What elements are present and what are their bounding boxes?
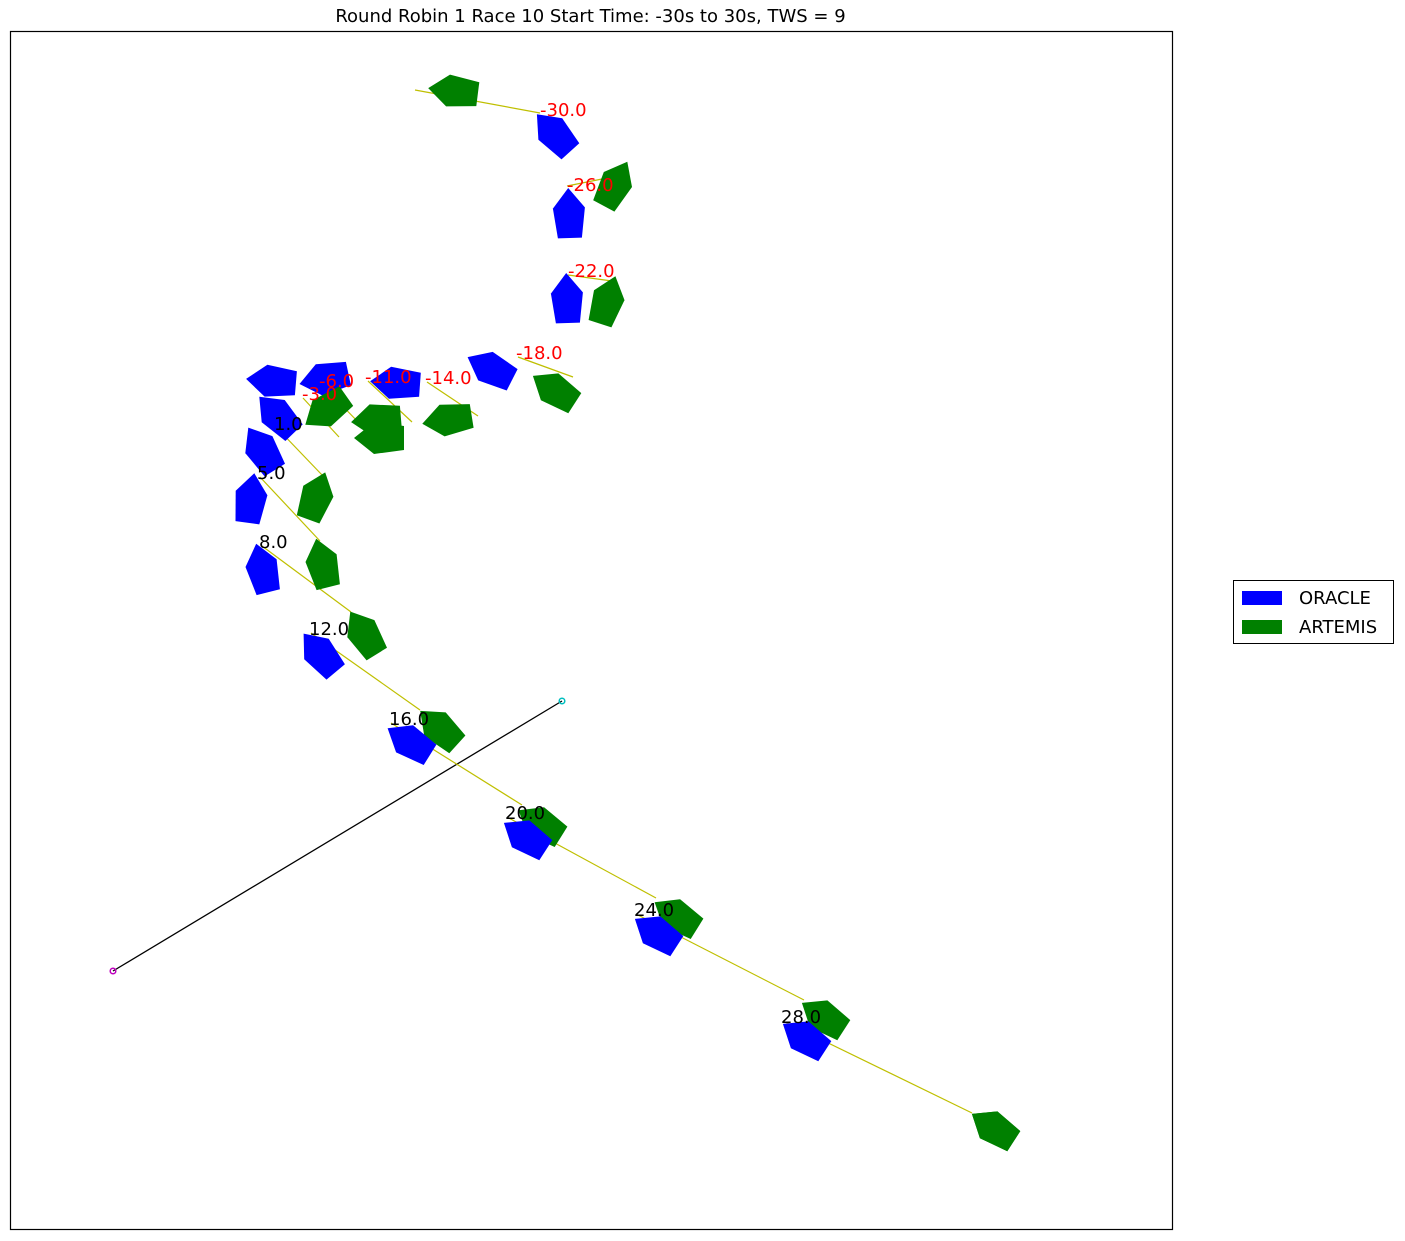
oracle-boat-marker xyxy=(245,543,280,596)
boat-markers xyxy=(235,74,1021,1152)
oracle-boat-marker xyxy=(467,351,518,391)
oracle-boat-marker xyxy=(235,473,268,525)
legend-entry-artemis: ARTEMIS xyxy=(1242,616,1378,638)
artemis-boat-marker xyxy=(347,611,387,661)
artemis-boat-marker xyxy=(801,1000,851,1041)
artemis-boat-marker xyxy=(532,373,582,414)
oracle-boat-marker xyxy=(370,366,421,399)
legend-entry-oracle: ORACLE xyxy=(1242,587,1371,609)
oracle-boat-marker xyxy=(550,273,583,324)
artemis-boat-marker xyxy=(654,899,704,939)
plot-frame xyxy=(9,30,1174,1231)
time-label: 12.0 xyxy=(309,619,349,640)
legend: ORACLE ARTEMIS xyxy=(1233,580,1394,644)
time-label: -22.0 xyxy=(568,261,615,282)
time-label: -30.0 xyxy=(540,100,587,121)
connector-lines xyxy=(259,89,973,1114)
legend-label-artemis: ARTEMIS xyxy=(1299,616,1378,638)
artemis-boat-marker xyxy=(354,422,404,454)
connector-line xyxy=(566,177,608,187)
legend-label-oracle: ORACLE xyxy=(1299,587,1371,609)
time-label: 16.0 xyxy=(389,709,429,730)
time-label: -11.0 xyxy=(365,367,412,388)
chart-title: Round Robin 1 Race 10 Start Time: -30s t… xyxy=(335,6,846,27)
connector-line xyxy=(259,476,321,542)
artemis-boat-marker xyxy=(305,538,340,591)
legend-swatch-oracle xyxy=(1242,591,1282,605)
committee-end-marker xyxy=(558,697,566,705)
artemis-boat-marker xyxy=(296,472,334,524)
oracle-boat-marker xyxy=(387,725,437,765)
time-label: 5.0 xyxy=(257,463,286,484)
time-label: 24.0 xyxy=(634,900,674,921)
oracle-boat-marker xyxy=(536,114,580,160)
artemis-boat-marker xyxy=(428,74,480,107)
time-labels: -30.0 -26.0 -22.0 -18.0 -14.0 -11.0 -6.0-3.0 1.… xyxy=(257,100,821,1028)
artemis-boat-marker xyxy=(588,276,625,328)
time-label: -18.0 xyxy=(516,343,563,364)
time-label: 8.0 xyxy=(259,532,288,553)
artemis-boat-marker xyxy=(420,710,466,754)
oracle-boat-marker xyxy=(782,1021,832,1062)
start-line xyxy=(112,700,563,972)
connector-line xyxy=(567,274,613,282)
connector-line xyxy=(367,380,413,423)
oracle-boat-marker xyxy=(246,364,297,397)
artemis-boat-marker xyxy=(971,1111,1021,1152)
oracle-boat-marker xyxy=(303,633,345,680)
connector-line xyxy=(261,545,352,613)
oracle-boat-marker xyxy=(634,916,684,957)
legend-swatch-artemis xyxy=(1242,620,1282,634)
oracle-boat-marker xyxy=(245,427,285,477)
artemis-boat-marker xyxy=(305,386,354,427)
time-label: 1.0 xyxy=(274,414,303,435)
artemis-boat-marker xyxy=(518,807,568,847)
oracle-boat-marker xyxy=(503,820,553,861)
artemis-boat-marker xyxy=(593,161,632,212)
time-label: -26.0 xyxy=(567,175,614,196)
time-label: -6.0 xyxy=(319,371,354,392)
artemis-boat-marker xyxy=(422,404,474,437)
start-line-group xyxy=(109,697,566,975)
time-label: -3.0 xyxy=(302,384,337,405)
connector-line xyxy=(517,356,574,378)
time-label: 20.0 xyxy=(505,803,545,824)
oracle-boat-marker xyxy=(259,396,303,441)
pin-end-marker xyxy=(109,967,117,975)
oracle-boat-marker xyxy=(552,188,585,239)
time-label: -14.0 xyxy=(425,368,472,389)
time-label: 28.0 xyxy=(781,1007,821,1028)
